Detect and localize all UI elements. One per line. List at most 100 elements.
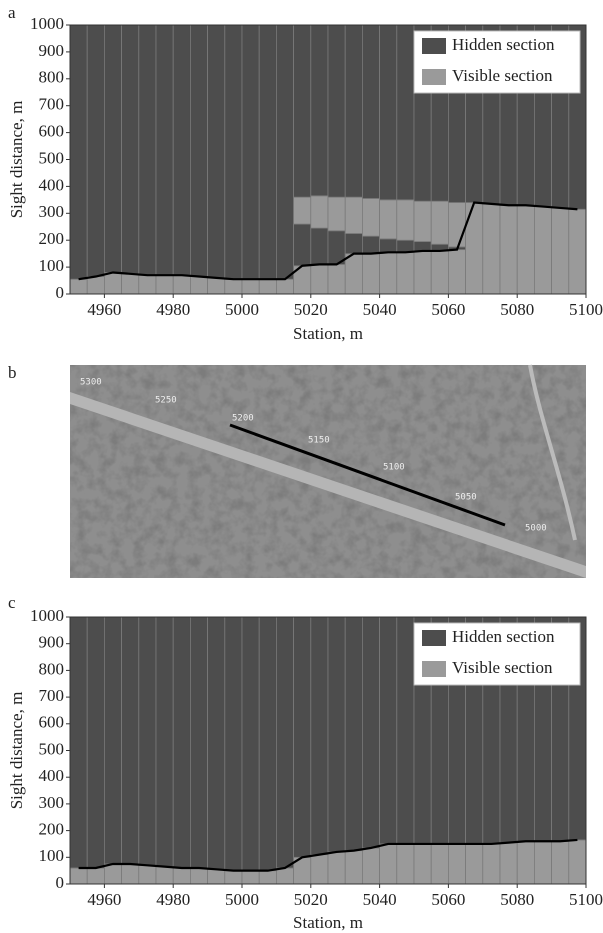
panel-label: b (8, 363, 17, 382)
x-tick-label: 4980 (156, 300, 190, 319)
bar-segment (275, 278, 294, 295)
bar-segment (172, 24, 191, 276)
bar-segment (430, 200, 449, 245)
bar-segment (413, 843, 432, 885)
y-tick-label: 700 (39, 686, 65, 705)
bar-segment (86, 867, 105, 885)
x-tick-label: 5080 (500, 300, 534, 319)
bar-segment (568, 839, 587, 885)
legend-label: Visible section (452, 66, 553, 85)
station-label: 5150 (308, 436, 330, 446)
bar-segment (413, 200, 432, 242)
bar-segment (344, 850, 363, 885)
bar-segment (69, 867, 88, 885)
bar-segment (207, 277, 226, 295)
x-tick-label: 5060 (431, 890, 465, 909)
bar-segment (293, 223, 312, 267)
bar-segment (327, 264, 346, 295)
bar-segment (104, 272, 123, 295)
bar-segment (121, 863, 140, 885)
bar-segment (396, 843, 415, 885)
bar-segment (379, 251, 398, 295)
x-tick-label: 5000 (225, 300, 259, 319)
bar-segment (189, 276, 208, 295)
y-tick-label: 900 (39, 41, 65, 60)
bar-segment (447, 202, 466, 248)
bar-segment (138, 24, 157, 276)
bar-segment (361, 198, 380, 237)
y-tick-label: 300 (39, 202, 65, 221)
bar-segment (189, 24, 208, 277)
bar-segment (327, 24, 346, 198)
y-tick-label: 1000 (30, 606, 64, 625)
bar-segment (310, 24, 329, 197)
bar-segment (86, 24, 105, 277)
bar-segment (361, 24, 380, 199)
bar-segment (551, 207, 570, 295)
bar-segment (86, 276, 105, 295)
panel-label: c (8, 593, 16, 612)
legend-label: Visible section (452, 658, 553, 677)
bar-segment (155, 866, 174, 885)
bar-segment (534, 206, 553, 295)
y-tick-label: 900 (39, 633, 65, 652)
bar-segment (275, 24, 294, 280)
y-tick-label: 800 (39, 659, 65, 678)
station-label: 5250 (155, 396, 177, 406)
bar-segment (447, 249, 466, 295)
bar-segment (516, 840, 535, 885)
bar-segment (172, 616, 191, 869)
bar-segment (396, 251, 415, 295)
bar-segment (430, 250, 449, 295)
y-tick-label: 800 (39, 68, 65, 87)
y-axis-label: Sight distance, m (7, 101, 26, 219)
bar-segment (379, 199, 398, 240)
bar-segment (396, 616, 415, 845)
station-label: 5200 (232, 414, 254, 424)
bar-segment (275, 616, 294, 869)
bar-segment (293, 196, 312, 225)
bar-segment (293, 24, 312, 198)
bar-segment (430, 843, 449, 885)
x-tick-label: 5060 (431, 300, 465, 319)
station-label: 5000 (525, 524, 547, 534)
x-tick-label: 4960 (87, 300, 121, 319)
bar-segment (241, 24, 260, 280)
bar-segment (310, 195, 329, 229)
bar-segment (361, 847, 380, 885)
bar-segment (69, 24, 88, 280)
bar-segment (361, 235, 380, 255)
bar-segment (499, 204, 518, 295)
bar-segment (344, 24, 363, 198)
bar-segment (138, 864, 157, 885)
bar-segment (293, 616, 312, 858)
bar-segment (121, 616, 140, 865)
bar-segment (207, 616, 226, 870)
bar-segment (189, 616, 208, 869)
x-tick-label: 5020 (294, 300, 328, 319)
bar-segment (258, 24, 277, 280)
bar-segment (258, 870, 277, 885)
bar-segment (104, 616, 123, 865)
bar-segment (344, 196, 363, 234)
bar-segment (86, 616, 105, 869)
legend-label: Hidden section (452, 627, 555, 646)
y-tick-label: 600 (39, 713, 65, 732)
bar-segment (344, 233, 363, 255)
bar-segment (413, 241, 432, 252)
bar-segment (551, 840, 570, 885)
route-segment (229, 423, 506, 527)
bar-segment (568, 208, 587, 295)
x-axis-label: Station, m (293, 913, 363, 932)
bar-segment (121, 273, 140, 295)
station-label: 5300 (80, 378, 102, 388)
bar-segment (224, 870, 243, 885)
x-tick-label: 5100 (569, 890, 603, 909)
bar-segment (499, 842, 518, 885)
bar-segment (104, 24, 123, 273)
bar-segment (534, 840, 553, 885)
bar-segment (275, 867, 294, 885)
bar-segment (310, 854, 329, 885)
x-tick-label: 5020 (294, 890, 328, 909)
